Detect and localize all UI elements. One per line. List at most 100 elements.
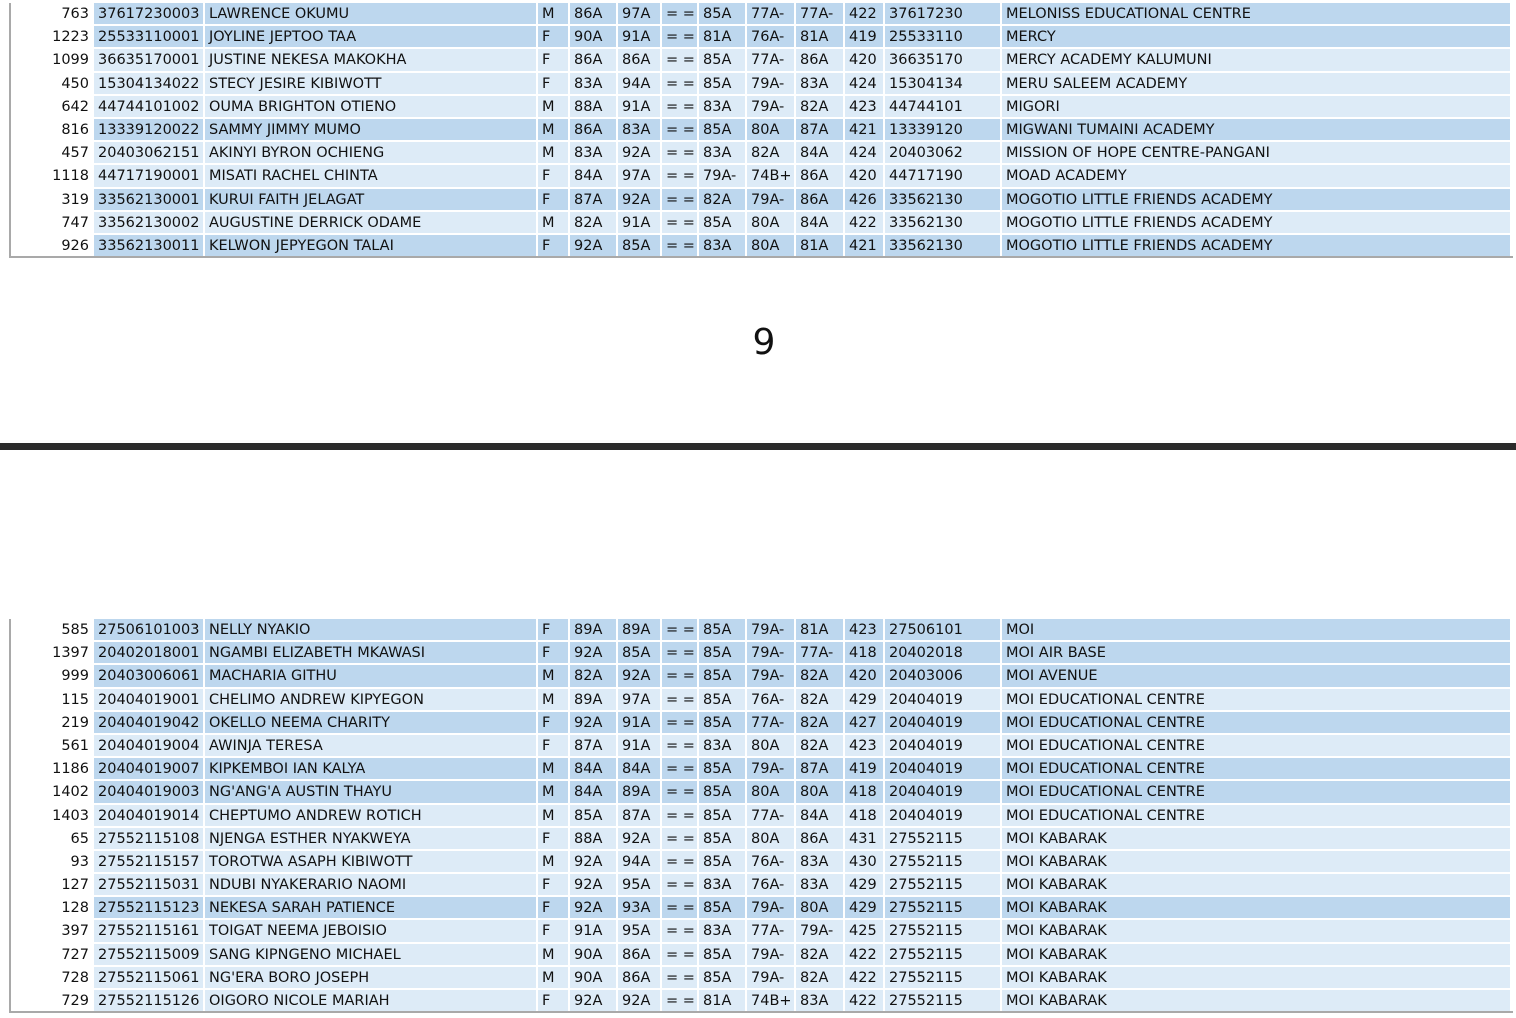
table-row: 1099 36635170001 JUSTINE NEKESA MAKOKHA F 86… (11, 49, 1513, 73)
index-number-cell: 27552115031 (94, 874, 205, 896)
table-row: 747 33562130002 AUGUSTINE DERRICK ODAME M 82… (11, 211, 1513, 235)
school-code-cell: 33562130 (885, 188, 1002, 210)
subject-5-cell: 77A- (747, 49, 796, 71)
school-code-cell: 27552115 (885, 827, 1002, 849)
subject-3-cell: = = (662, 688, 699, 710)
subject-4-cell: 85A (699, 72, 747, 94)
sex-cell: F (538, 711, 570, 733)
subject-4-cell: 85A (699, 804, 747, 826)
total-marks-cell: 418 (845, 804, 885, 826)
subject-3-cell: = = (662, 211, 699, 233)
table-row: 457 20403062151 AKINYI BYRON OCHIENG M 83A 92… (11, 142, 1513, 166)
school-name-cell: MOGOTIO LITTLE FRIENDS ACADEMY (1002, 234, 1512, 257)
table-row: 1402 20404019003 NG'ANG'A AUSTIN THAYU M 84A… (11, 781, 1513, 805)
subject-6-cell: 84A (796, 142, 845, 164)
subject-5-cell: 79A- (747, 72, 796, 94)
school-name-cell: MOI AIR BASE (1002, 642, 1512, 664)
total-marks-cell: 419 (845, 26, 885, 48)
subject-6-cell: 84A (796, 804, 845, 826)
subject-6-cell: 77A- (796, 642, 845, 664)
subject-6-cell: 82A (796, 966, 845, 988)
subject-3-cell: = = (662, 165, 699, 187)
results-table-top: 763 37617230003 LAWRENCE OKUMU M 86A 97A = = 85… (9, 3, 1513, 259)
rank-cell: 127 (11, 874, 94, 896)
school-name-cell: MOI KABARAK (1002, 920, 1512, 942)
subject-4-cell: 85A (699, 897, 747, 919)
sex-cell: M (538, 758, 570, 780)
subject-4-cell: 85A (699, 850, 747, 873)
subject-2-cell: 94A (618, 850, 662, 873)
subject-2-cell: 84A (618, 758, 662, 780)
candidate-name-cell: CHELIMO ANDREW KIPYEGON (205, 688, 538, 710)
subject-3-cell: = = (662, 642, 699, 664)
index-number-cell: 20404019003 (94, 781, 205, 803)
subject-5-cell: 82A (747, 142, 796, 164)
candidate-name-cell: NEKESA SARAH PATIENCE (205, 897, 538, 919)
school-name-cell: MOI KABARAK (1002, 874, 1512, 896)
table-row: 219 20404019042 OKELLO NEEMA CHARITY F 92A 91… (11, 711, 1513, 735)
subject-3-cell: = = (662, 966, 699, 988)
subject-4-cell: 85A (699, 758, 747, 780)
subject-6-cell: 86A (796, 188, 845, 210)
subject-1-cell: 82A (570, 665, 618, 687)
subject-5-cell: 74B+ (747, 990, 796, 1012)
subject-2-cell: 92A (618, 990, 662, 1012)
subject-5-cell: 80A (747, 211, 796, 233)
total-marks-cell: 423 (845, 734, 885, 757)
school-code-cell: 33562130 (885, 234, 1002, 257)
subject-4-cell: 85A (699, 619, 747, 641)
sex-cell: F (538, 188, 570, 210)
school-name-cell: MOI EDUCATIONAL CENTRE (1002, 758, 1512, 780)
school-code-cell: 36635170 (885, 49, 1002, 71)
subject-6-cell: 82A (796, 734, 845, 757)
candidate-name-cell: KURUI FAITH JELAGAT (205, 188, 538, 210)
subject-4-cell: 85A (699, 3, 747, 25)
subject-5-cell: 77A- (747, 920, 796, 942)
subject-5-cell: 80A (747, 118, 796, 141)
subject-1-cell: 88A (570, 95, 618, 117)
sex-cell: F (538, 642, 570, 664)
subject-2-cell: 97A (618, 688, 662, 710)
total-marks-cell: 422 (845, 3, 885, 25)
index-number-cell: 33562130002 (94, 211, 205, 233)
index-number-cell: 36635170001 (94, 49, 205, 71)
subject-1-cell: 84A (570, 781, 618, 803)
candidate-name-cell: NELLY NYAKIO (205, 619, 538, 641)
subject-5-cell: 77A- (747, 804, 796, 826)
table-row: 926 33562130011 KELWON JEPYEGON TALAI F 92A 8… (11, 234, 1513, 259)
total-marks-cell: 422 (845, 211, 885, 233)
sex-cell: M (538, 966, 570, 988)
subject-5-cell: 80A (747, 781, 796, 803)
subject-1-cell: 86A (570, 3, 618, 25)
subject-4-cell: 85A (699, 781, 747, 803)
subject-6-cell: 80A (796, 897, 845, 919)
subject-1-cell: 87A (570, 188, 618, 210)
total-marks-cell: 424 (845, 142, 885, 164)
total-marks-cell: 418 (845, 642, 885, 664)
total-marks-cell: 422 (845, 943, 885, 965)
sex-cell: F (538, 874, 570, 896)
subject-2-cell: 91A (618, 734, 662, 757)
subject-5-cell: 76A- (747, 850, 796, 873)
subject-6-cell: 87A (796, 118, 845, 141)
total-marks-cell: 419 (845, 758, 885, 780)
subject-3-cell: = = (662, 758, 699, 780)
subject-1-cell: 92A (570, 897, 618, 919)
subject-4-cell: 83A (699, 874, 747, 896)
total-marks-cell: 418 (845, 781, 885, 803)
subject-2-cell: 92A (618, 827, 662, 849)
index-number-cell: 20404019001 (94, 688, 205, 710)
subject-3-cell: = = (662, 897, 699, 919)
rank-cell: 319 (11, 188, 94, 210)
subject-1-cell: 90A (570, 943, 618, 965)
subject-2-cell: 92A (618, 142, 662, 164)
school-code-cell: 27552115 (885, 943, 1002, 965)
school-code-cell: 27552115 (885, 920, 1002, 942)
index-number-cell: 20404019014 (94, 804, 205, 826)
index-number-cell: 20403006061 (94, 665, 205, 687)
subject-3-cell: = = (662, 95, 699, 117)
table-row: 727 27552115009 SANG KIPNGENO MICHAEL M 90A 8… (11, 943, 1513, 967)
table-row: 128 27552115123 NEKESA SARAH PATIENCE F 92A 9… (11, 897, 1513, 921)
school-code-cell: 20404019 (885, 688, 1002, 710)
subject-5-cell: 76A- (747, 688, 796, 710)
